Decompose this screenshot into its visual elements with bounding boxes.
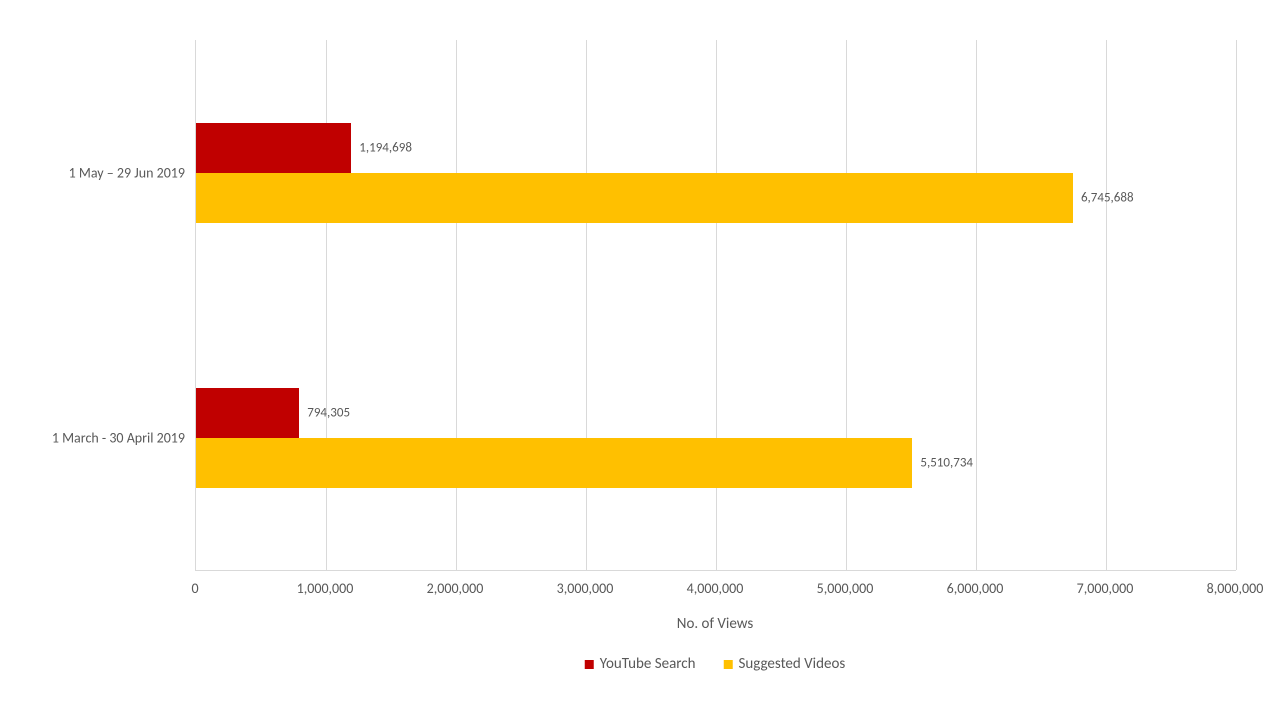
x-tick-label: 6,000,000 [947, 580, 1004, 597]
legend-label: YouTube Search [600, 655, 696, 673]
legend-label: Suggested Videos [739, 655, 846, 673]
x-axis-title: No. of Views [677, 615, 753, 633]
legend-swatch-icon [724, 660, 733, 669]
gridline [326, 40, 327, 570]
legend-item: Suggested Videos [724, 655, 846, 673]
views-bar-chart: 1,194,698 6,745,688 794,305 5,510,734 YouTu… [0, 0, 1280, 720]
x-tick-label: 7,000,000 [1077, 580, 1134, 597]
x-tick-label: 3,000,000 [557, 580, 614, 597]
gridline [1236, 40, 1237, 570]
legend-item: YouTube Search [585, 655, 696, 673]
gridline [456, 40, 457, 570]
gridline [586, 40, 587, 570]
gridline [976, 40, 977, 570]
bar-value-label: 6,745,688 [1081, 190, 1134, 205]
bar-suggested-videos [196, 438, 912, 488]
bar-value-label: 1,194,698 [359, 140, 412, 155]
chart-legend: YouTube Search Suggested Videos [585, 655, 846, 673]
bar-youtube-search [196, 123, 351, 173]
y-category-label: 1 March - 30 April 2019 [52, 429, 185, 446]
bar-value-label: 794,305 [307, 405, 350, 420]
y-category-label: 1 May – 29 Jun 2019 [69, 164, 185, 181]
x-tick-label: 8,000,000 [1207, 580, 1264, 597]
x-tick-label: 0 [191, 580, 198, 597]
x-tick-label: 1,000,000 [297, 580, 354, 597]
x-tick-label: 4,000,000 [687, 580, 744, 597]
x-tick-label: 2,000,000 [427, 580, 484, 597]
gridline [1106, 40, 1107, 570]
legend-swatch-icon [585, 660, 594, 669]
gridline [716, 40, 717, 570]
bar-value-label: 5,510,734 [920, 455, 973, 470]
bar-suggested-videos [196, 173, 1073, 223]
x-tick-label: 5,000,000 [817, 580, 874, 597]
bar-youtube-search [196, 388, 299, 438]
gridline [846, 40, 847, 570]
plot-area: 1,194,698 6,745,688 794,305 5,510,734 [195, 40, 1236, 571]
